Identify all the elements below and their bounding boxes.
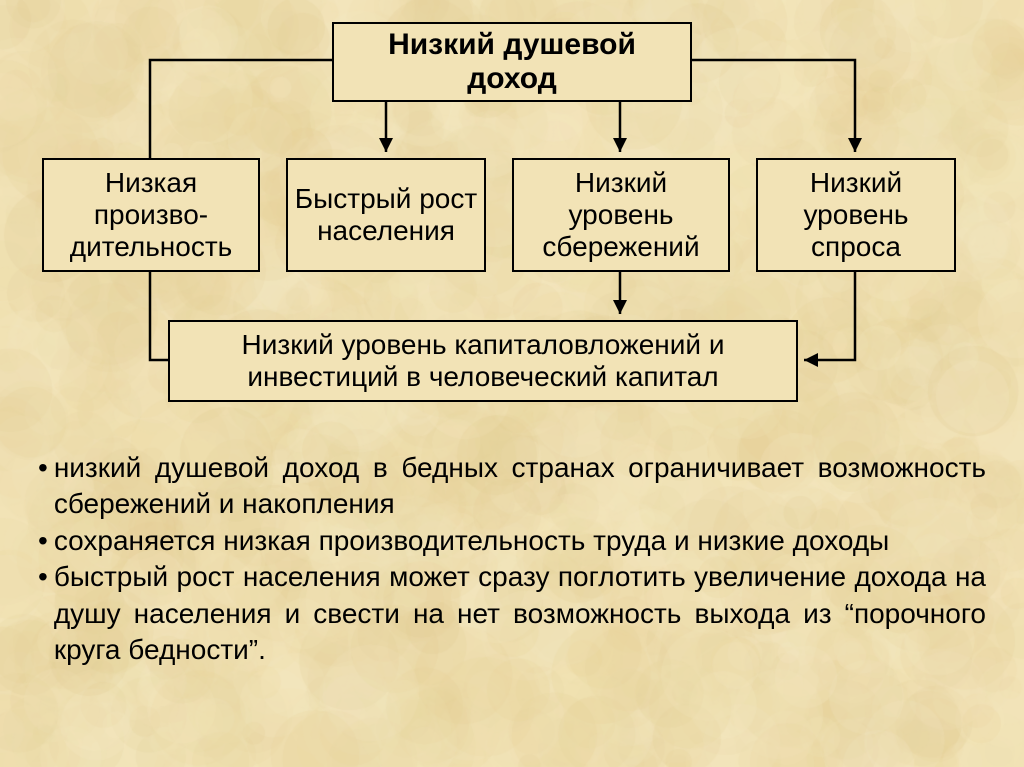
bullet-item: •низкий душевой доход в бедных странах о…	[38, 450, 986, 523]
diagram-layer: Низкий душевой доход Низкая произво-дите…	[0, 0, 1024, 767]
node-savings: Низкий уровень сбережений	[512, 158, 730, 272]
bullet-item: •сохраняется низкая производительность т…	[38, 523, 986, 559]
bullet-text: быстрый рост населения может сразу погло…	[54, 559, 986, 668]
bullet-item: •быстрый рост населения может сразу погл…	[38, 559, 986, 668]
bullet-dot-icon: •	[38, 559, 48, 668]
node-population-growth: Быстрый рост населения	[286, 158, 486, 272]
bullet-text: низкий душевой доход в бедных странах ог…	[54, 450, 986, 523]
bullet-text: сохраняется низкая производительность тр…	[54, 523, 986, 559]
node-investment: Низкий уровень капиталовложений и инвест…	[168, 320, 798, 402]
bullet-dot-icon: •	[38, 523, 48, 559]
bullet-list: •низкий душевой доход в бедных странах о…	[38, 450, 986, 668]
node-top-income: Низкий душевой доход	[332, 22, 692, 102]
node-demand: Низкий уровень спроса	[756, 158, 956, 272]
bullet-dot-icon: •	[38, 450, 48, 523]
node-productivity: Низкая произво-дительность	[42, 158, 260, 272]
